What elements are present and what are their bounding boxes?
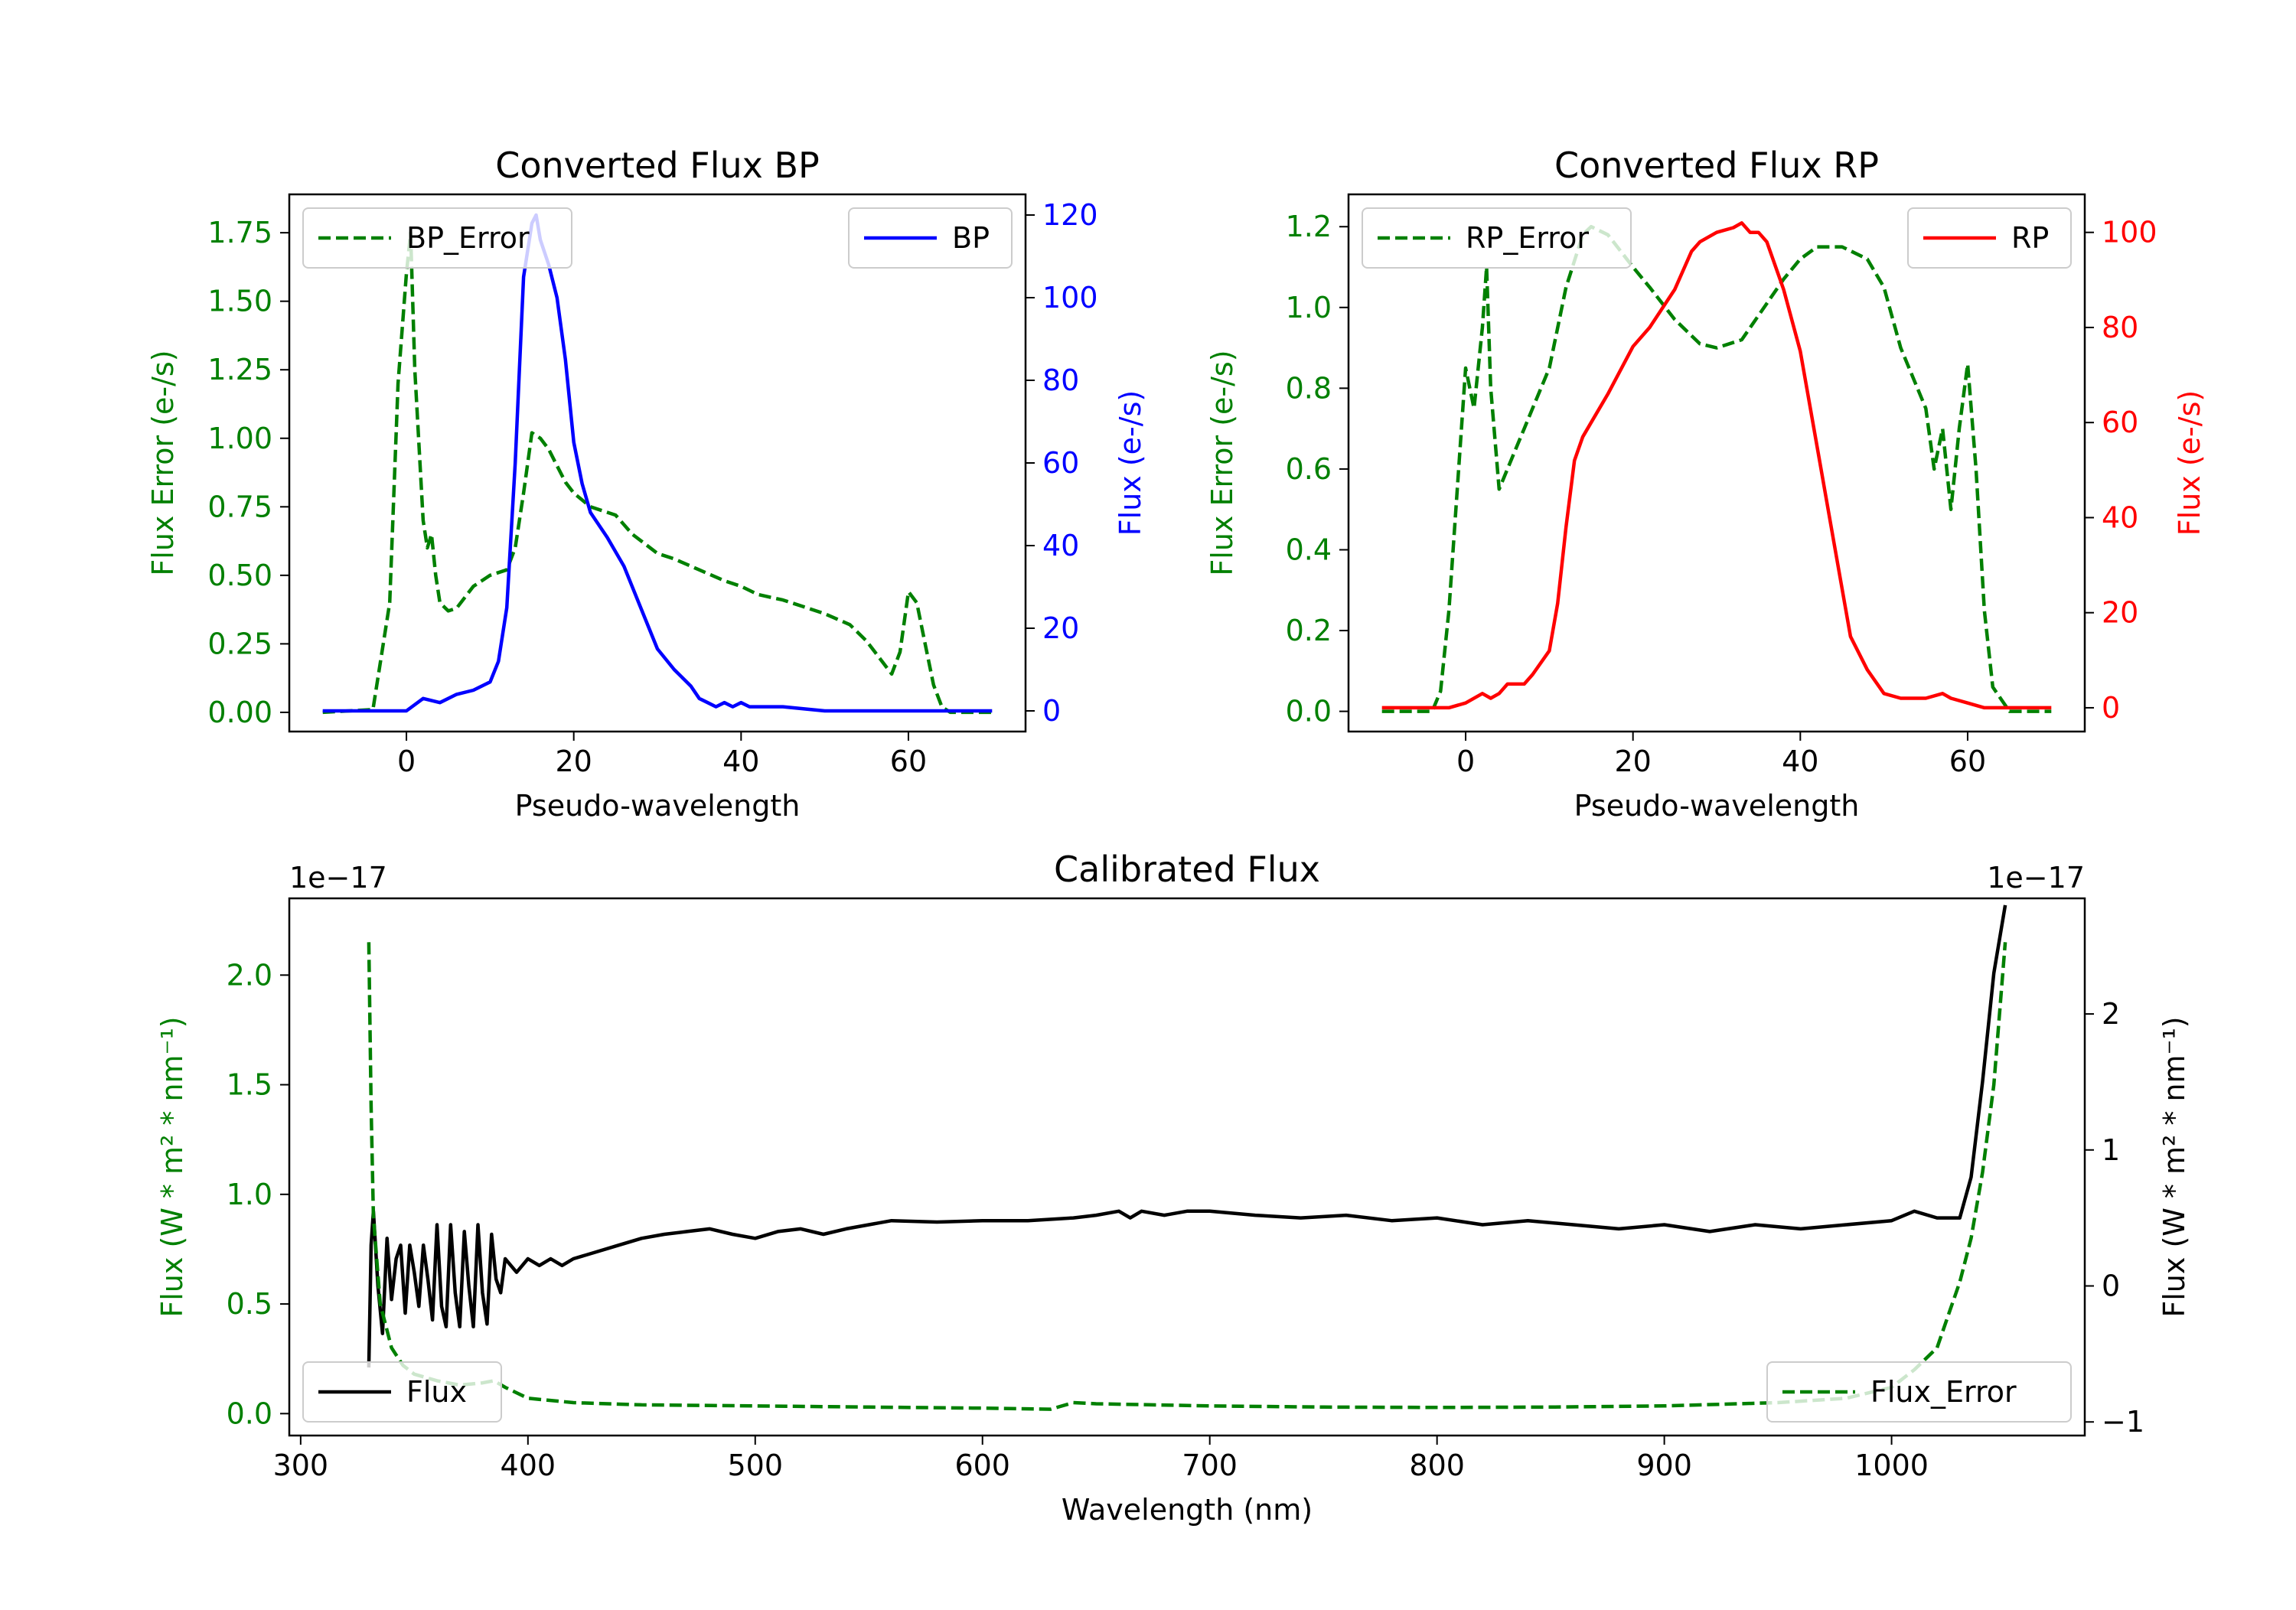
y-left-tick-label: 1.50 (207, 285, 272, 318)
legend-label: BP (952, 221, 990, 255)
x-tick-label: 20 (1615, 745, 1652, 778)
y-right-tick-label: 0 (1042, 694, 1061, 728)
y-right-tick-label: −1 (2102, 1405, 2144, 1439)
y-right-tick-label: 120 (1042, 198, 1098, 232)
x-tick-label: 300 (273, 1449, 329, 1482)
y-left-tick-label: 1.25 (207, 353, 272, 386)
legend-bp: BP (848, 207, 1013, 269)
y-right-tick-label: 80 (1042, 363, 1079, 397)
legend-rp-error: RP_Error (1362, 207, 1632, 269)
y-right-axis-label: Flux (e-/s) (1114, 390, 1147, 536)
y-right-tick-label: 80 (2102, 311, 2138, 344)
series-line-bp-error (322, 230, 993, 715)
x-tick-label: 40 (1782, 745, 1818, 778)
x-tick-label: 700 (1182, 1449, 1238, 1482)
legend-label: RP_Error (1466, 221, 1589, 255)
y-right-tick-label: 1 (2102, 1133, 2120, 1167)
y-left-tick-label: 0.0 (227, 1397, 272, 1430)
series-line-rp (1381, 221, 2052, 710)
y-left-tick-label: 2.0 (227, 958, 272, 992)
series-line-flux (367, 904, 2007, 1368)
x-tick-label: 500 (728, 1449, 784, 1482)
y-left-tick-label: 0.0 (1286, 695, 1332, 728)
y-left-tick-label: 1.00 (207, 422, 272, 455)
panel-2: 0 20 40 60 0.0 0.2 0.4 0.6 0.8 1.0 1.2 0 20 40 60 80 100… (1205, 145, 2206, 823)
y-left-tick-label: 0.8 (1286, 371, 1332, 405)
series-group (322, 213, 993, 715)
series-line-flux-error (367, 942, 2007, 1411)
legend-label: Flux (406, 1375, 467, 1409)
x-tick-label: 600 (954, 1449, 1010, 1482)
x-tick-label: 0 (397, 745, 416, 778)
y-right-tick-label: 0 (2102, 691, 2120, 725)
y-left-tick-label: 0.50 (207, 559, 272, 592)
axes-frame (288, 897, 2086, 1437)
chart-title: Converted Flux BP (495, 145, 820, 186)
series-line-rp-error (1381, 224, 2052, 713)
y-left-axis-label: Flux Error (e-/s) (1205, 350, 1239, 575)
axes-frame (1347, 193, 2086, 733)
x-axis-label: Pseudo-wavelength (1574, 789, 1860, 823)
y-left-tick-label: 0.6 (1286, 452, 1332, 486)
y-left-tick-label: 1.0 (1286, 291, 1332, 324)
chart-title: Calibrated Flux (1054, 849, 1320, 890)
x-tick-label: 0 (1456, 745, 1475, 778)
y-left-tick-label: 1.0 (227, 1178, 272, 1211)
x-tick-label: 60 (890, 745, 927, 778)
legend-rp: RP (1907, 207, 2072, 269)
y-left-tick-label: 0.00 (207, 696, 272, 729)
legend-bp-error: BP_Error (302, 207, 572, 269)
legend-box (1766, 1361, 2072, 1423)
y-right-tick-label: 20 (1042, 611, 1079, 645)
y-left-tick-label: 1.2 (1286, 210, 1332, 243)
chart-title: Converted Flux RP (1554, 145, 1879, 186)
panel-1: 0 20 40 60 0.00 0.25 0.50 0.75 1.00 1.25 1.50 1.75 0… (146, 145, 1147, 823)
y-right-tick-label: 100 (2102, 216, 2157, 249)
y-right-tick-label: 60 (1042, 446, 1079, 480)
legend-box (302, 207, 572, 269)
legend-box (1362, 207, 1632, 269)
y-left-tick-label: 1.75 (207, 216, 272, 249)
series-group (1381, 221, 2052, 713)
x-tick-label: 1000 (1854, 1449, 1929, 1482)
x-tick-label: 800 (1409, 1449, 1465, 1482)
x-tick-label: 40 (722, 745, 759, 778)
x-tick-label: 900 (1636, 1449, 1692, 1482)
y-left-tick-label: 1.5 (227, 1068, 272, 1102)
y-right-tick-label: 100 (1042, 281, 1098, 315)
y-right-axis-label: Flux (e-/s) (2173, 390, 2206, 536)
x-tick-label: 60 (1949, 745, 1986, 778)
legend-flux: Flux (302, 1361, 502, 1423)
x-axis-label: Pseudo-wavelength (515, 789, 801, 823)
y-left-tick-label: 0.5 (227, 1287, 272, 1321)
series-line-bp (322, 213, 993, 713)
y-right-tick-label: 2 (2102, 997, 2120, 1031)
panel-3: 300 400 500 600 700 800 900 1000 0.0 0.5 1.0 1.5 2.0… (155, 849, 2191, 1527)
y-right-axis-label: Flux (W * m² * nm⁻¹) (2157, 1016, 2191, 1317)
legend-flux-error: Flux_Error (1766, 1361, 2072, 1423)
y-left-offset-label: 1e−17 (289, 861, 387, 895)
x-tick-label: 20 (556, 745, 592, 778)
y-right-tick-label: 0 (2102, 1269, 2120, 1303)
y-left-tick-label: 0.75 (207, 490, 272, 523)
y-left-tick-label: 0.2 (1286, 614, 1332, 647)
y-left-axis-label: Flux (W * m² * nm⁻¹) (155, 1016, 189, 1317)
x-tick-label: 400 (501, 1449, 556, 1482)
y-right-tick-label: 60 (2102, 406, 2138, 439)
series-group (367, 904, 2007, 1411)
y-right-offset-label: 1e−17 (1987, 861, 2085, 895)
y-left-tick-label: 0.4 (1286, 533, 1332, 566)
y-left-tick-label: 0.25 (207, 627, 272, 660)
y-right-tick-label: 40 (2102, 500, 2138, 534)
y-right-tick-label: 20 (2102, 596, 2138, 630)
y-right-tick-label: 40 (1042, 529, 1079, 562)
legend-label: RP (2011, 221, 2049, 255)
legend-label: BP_Error (406, 221, 530, 255)
legend-label: Flux_Error (1870, 1375, 2017, 1409)
x-axis-label: Wavelength (nm) (1062, 1493, 1313, 1527)
y-left-axis-label: Flux Error (e-/s) (146, 350, 180, 575)
legend-box (302, 1361, 502, 1423)
